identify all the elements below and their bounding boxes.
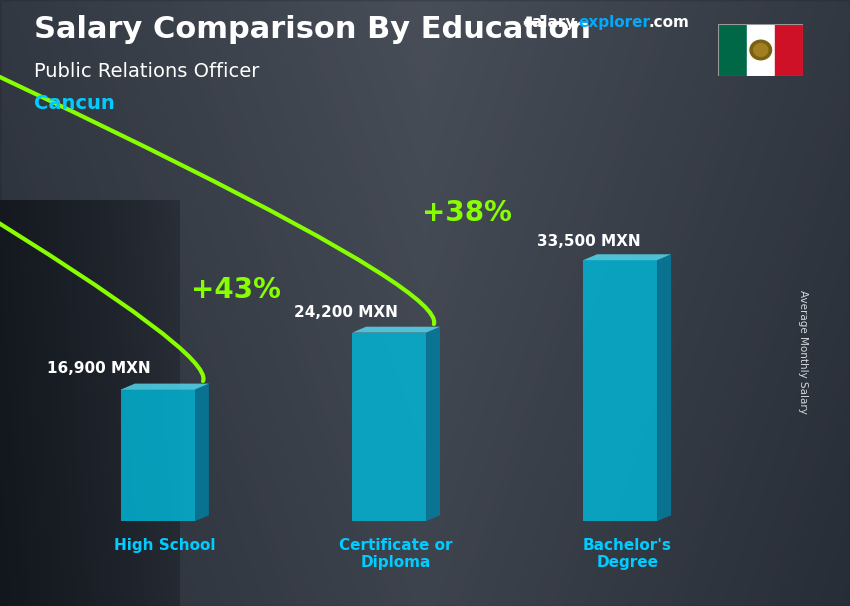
Polygon shape — [352, 327, 440, 333]
Text: High School: High School — [114, 538, 216, 553]
Text: 16,900 MXN: 16,900 MXN — [47, 361, 150, 376]
Text: Cancun: Cancun — [34, 94, 115, 113]
Text: Certificate or
Diploma: Certificate or Diploma — [339, 538, 453, 570]
Text: explorer: explorer — [578, 15, 650, 30]
Text: 33,500 MXN: 33,500 MXN — [537, 234, 641, 248]
Text: Public Relations Officer: Public Relations Officer — [34, 62, 259, 81]
Polygon shape — [121, 384, 209, 390]
Polygon shape — [121, 390, 195, 521]
Circle shape — [754, 44, 768, 56]
Text: Bachelor's
Degree: Bachelor's Degree — [582, 538, 672, 570]
Bar — [746, 24, 775, 76]
Text: +43%: +43% — [190, 276, 280, 304]
Polygon shape — [657, 255, 672, 521]
Polygon shape — [583, 255, 672, 260]
Text: +38%: +38% — [422, 199, 512, 227]
Circle shape — [750, 40, 772, 60]
Polygon shape — [583, 260, 657, 521]
Polygon shape — [352, 333, 426, 521]
Bar — [718, 24, 746, 76]
Polygon shape — [195, 384, 209, 521]
Text: 24,200 MXN: 24,200 MXN — [294, 305, 399, 319]
Text: .com: .com — [649, 15, 689, 30]
Text: Average Monthly Salary: Average Monthly Salary — [798, 290, 808, 413]
Text: Salary Comparison By Education: Salary Comparison By Education — [34, 15, 591, 44]
Polygon shape — [426, 327, 440, 521]
Text: salary: salary — [523, 15, 575, 30]
Bar — [775, 24, 803, 76]
